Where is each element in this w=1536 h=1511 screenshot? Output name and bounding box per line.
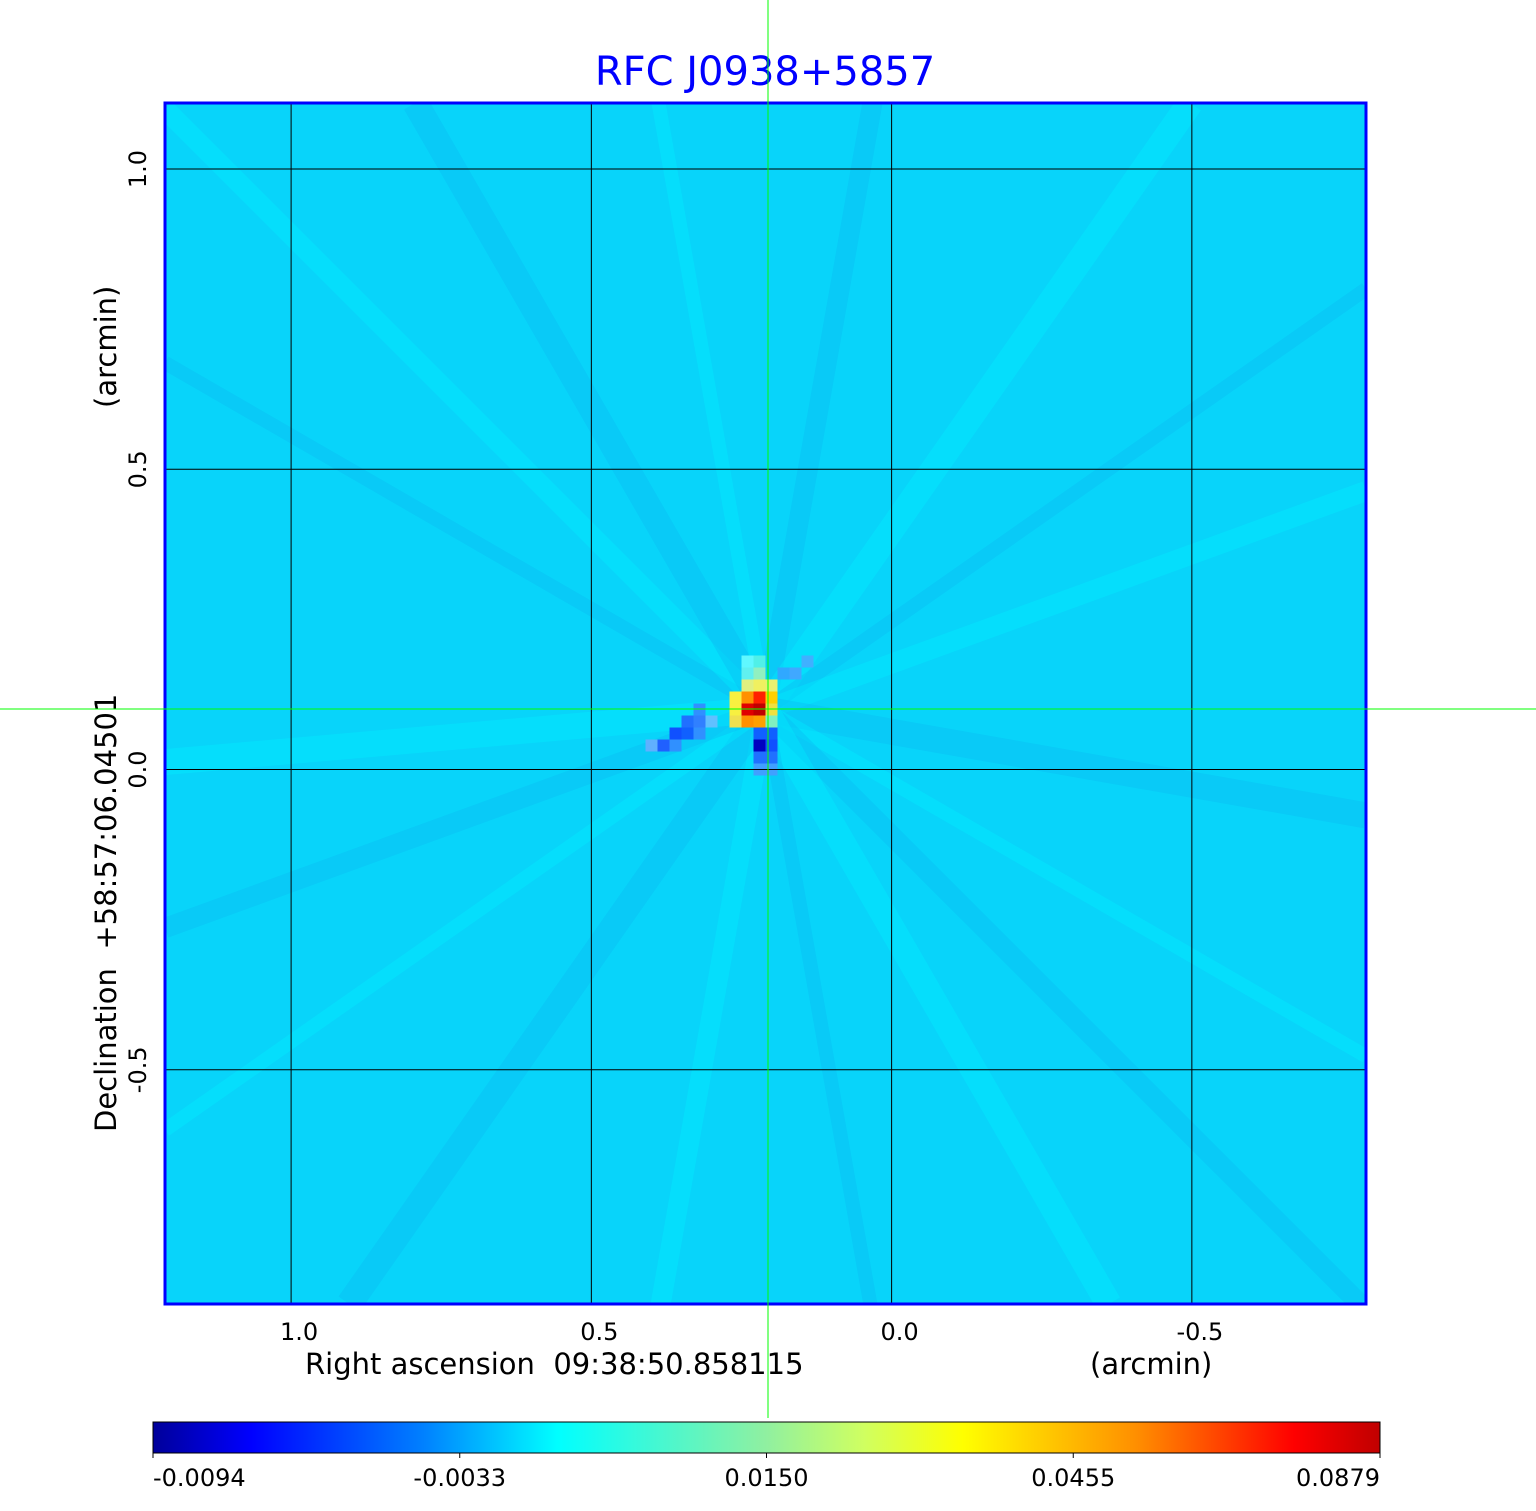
image-pixel — [753, 703, 766, 716]
image-pixel — [753, 691, 766, 704]
x-tick-label: 0.5 — [580, 1318, 618, 1346]
image-area — [165, 103, 1366, 1304]
sidelobe-streak — [758, 708, 878, 1304]
x-axis-label: Right ascension 09:38:50.858115 — [305, 1347, 804, 1381]
x-tick-label: -0.5 — [1176, 1318, 1223, 1346]
chart-title: RFC J0938+5857 — [595, 49, 935, 95]
sidelobe-streak — [404, 103, 777, 717]
x-tick-label: 0.0 — [881, 1318, 919, 1346]
sidelobe-streak — [165, 103, 773, 717]
image-pixel — [765, 691, 778, 704]
sidelobe-streak — [762, 481, 1366, 719]
image-pixel — [777, 667, 790, 680]
image-pixel — [741, 691, 754, 704]
image-pixel — [801, 655, 814, 668]
grid — [165, 103, 1366, 1304]
image-pixel — [753, 679, 766, 692]
x-axis-unit: (arcmin) — [1090, 1347, 1212, 1381]
colorbar-tick-label: 0.0150 — [725, 1464, 809, 1492]
sidelobe-streak — [758, 702, 1366, 1304]
image-pixel — [729, 703, 742, 716]
image-pixel — [693, 703, 706, 716]
image-pixel — [693, 715, 706, 728]
image-pixel — [789, 667, 802, 680]
sidelobe-streak — [761, 703, 1366, 1063]
sidelobe-streak — [165, 356, 770, 716]
colorbar-tick-label: -0.0033 — [413, 1464, 506, 1492]
y-tick-label: -0.5 — [124, 1046, 152, 1093]
sidelobe-streaks — [165, 103, 1366, 1304]
sidelobe-streak — [754, 703, 1120, 1304]
image-pixel — [765, 715, 778, 728]
sidelobe-streak — [761, 283, 1366, 716]
image-pixel — [729, 691, 742, 704]
colorbar-tick-label: 0.0455 — [1031, 1464, 1115, 1492]
sidelobe-streak — [338, 702, 777, 1304]
y-tick-label: 0.0 — [124, 750, 152, 788]
image-pixel — [741, 655, 754, 668]
image-pixel — [693, 727, 706, 740]
image-pixel — [765, 751, 778, 764]
image-pixel — [741, 715, 754, 728]
image-pixel — [753, 655, 766, 668]
sidelobe-streak — [754, 103, 1201, 717]
sidelobe-streak — [763, 696, 1366, 829]
image-pixel — [753, 739, 766, 752]
image-pixel — [741, 703, 754, 716]
image-pixel — [681, 727, 694, 740]
image-pixel — [741, 667, 754, 680]
image-pixel — [753, 727, 766, 740]
sidelobe-streak — [165, 703, 770, 1136]
image-pixel — [765, 703, 778, 716]
y-tick-label: 1.0 — [124, 150, 152, 188]
image-pixel — [741, 679, 754, 692]
colorbar — [152, 1421, 1381, 1454]
sidelobe-streak — [755, 103, 883, 712]
image-pixel — [729, 715, 742, 728]
x-ticks: 1.0 0.5 0.0 -0.5 — [280, 1318, 1223, 1346]
image-pixel — [765, 739, 778, 752]
image-pixel — [753, 751, 766, 764]
y-tick-label: 0.5 — [124, 450, 152, 488]
x-tick-label: 1.0 — [280, 1318, 318, 1346]
colorbar-ticks: -0.0094 -0.0033 0.0150 0.0455 0.0879 — [152, 1453, 1381, 1492]
image-pixel — [669, 739, 682, 752]
image-pixel — [705, 715, 718, 728]
sidelobe-streak — [650, 707, 776, 1304]
y-axis-label: Declination +58:57:06.04501 — [89, 694, 123, 1132]
sidelobe-streak — [651, 103, 773, 711]
image-pixel — [753, 667, 766, 680]
image-pixel — [657, 739, 670, 752]
image-pixel — [681, 715, 694, 728]
image-pixel — [645, 739, 658, 752]
image-pixel — [753, 715, 766, 728]
y-ticks: 1.0 0.5 0.0 -0.5 — [124, 150, 152, 1093]
image-pixel — [765, 679, 778, 692]
colorbar-tick-label: 0.0879 — [1296, 1464, 1380, 1492]
colorbar-tick-label: -0.0094 — [153, 1464, 246, 1492]
y-axis-unit: (arcmin) — [89, 286, 123, 408]
image-pixel — [669, 727, 682, 740]
sidelobe-streak — [165, 696, 767, 775]
plot-frame — [163, 101, 1368, 1306]
image-pixel — [765, 727, 778, 740]
